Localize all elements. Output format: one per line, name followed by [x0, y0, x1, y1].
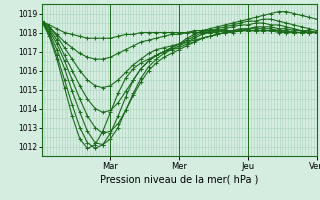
- X-axis label: Pression niveau de la mer( hPa ): Pression niveau de la mer( hPa ): [100, 175, 258, 185]
